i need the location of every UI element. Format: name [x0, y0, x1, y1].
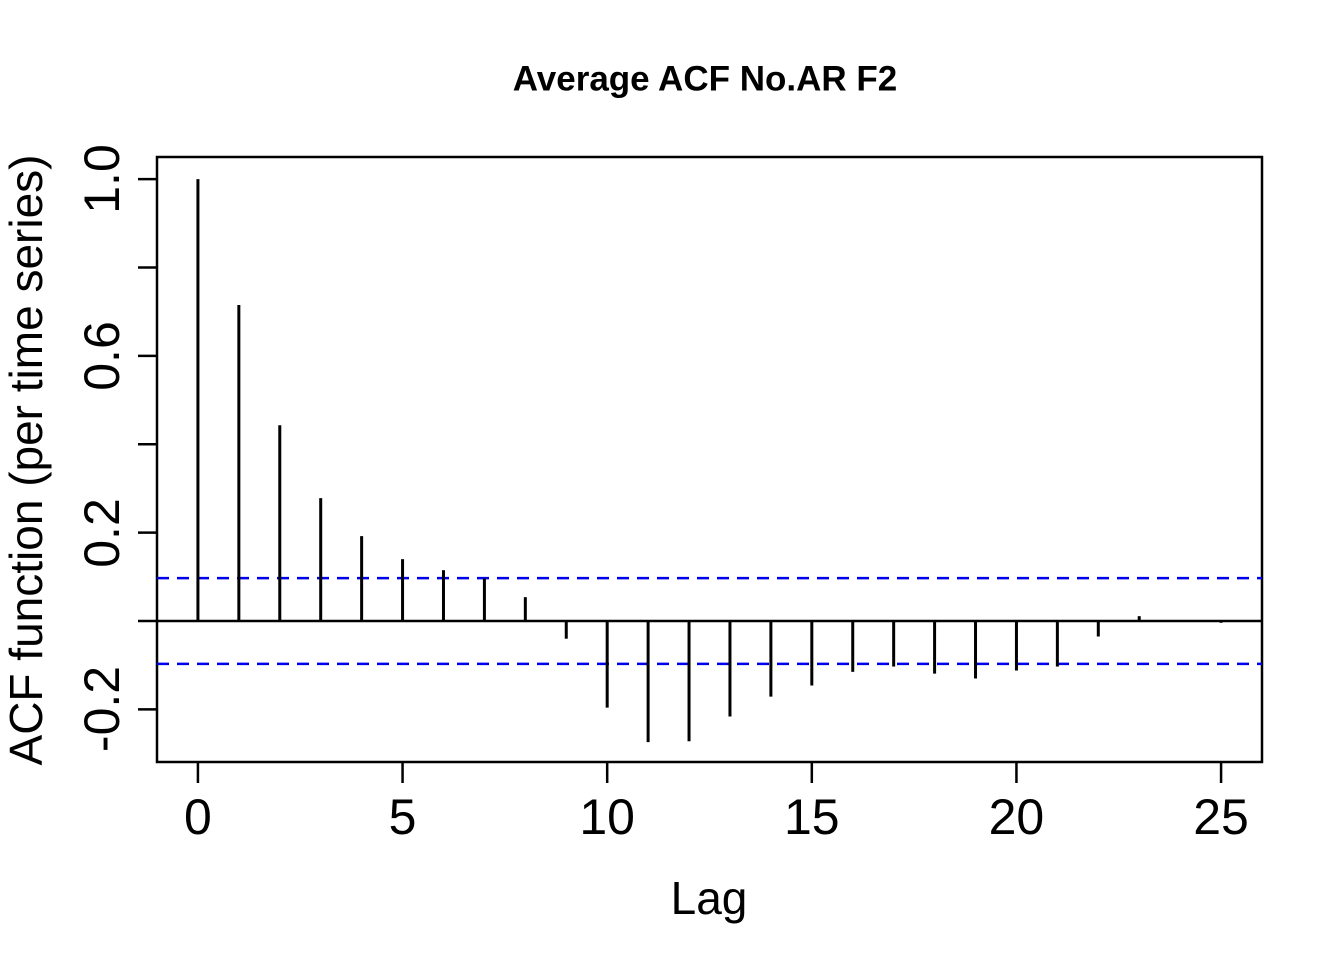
x-axis-title: Lag	[670, 872, 748, 924]
x-tick-label-0: 0	[184, 789, 212, 845]
x-tick-label-15: 15	[784, 789, 840, 845]
x-tick-label-10: 10	[579, 789, 635, 845]
x-tick-label-20: 20	[988, 789, 1045, 845]
plot-box	[155, 155, 1264, 764]
y-tick-label--0.2: -0.2	[74, 666, 130, 753]
y-tick-label-0.6: 0.6	[74, 321, 130, 391]
y-tick-label-1.0: 1.0	[74, 144, 130, 214]
x-tick-label-25: 25	[1193, 789, 1249, 845]
y-tick-label-0.2: 0.2	[74, 497, 130, 568]
x-tick-label-5: 5	[388, 789, 417, 845]
y-axis-title: ACF function (per time series)	[0, 154, 52, 766]
chart-title: Average ACF No.AR F2	[512, 59, 898, 99]
